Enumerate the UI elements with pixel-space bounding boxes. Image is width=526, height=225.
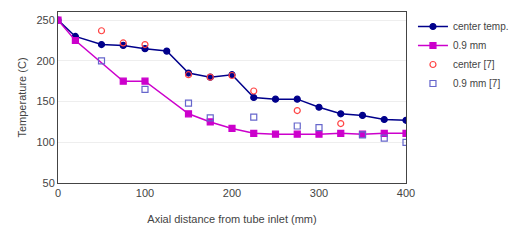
svg-text:250: 250 <box>36 14 54 26</box>
svg-text:100: 100 <box>36 136 54 148</box>
svg-text:150: 150 <box>36 95 54 107</box>
svg-text:100: 100 <box>136 187 154 199</box>
svg-text:0.9 mm: 0.9 mm <box>453 40 486 51</box>
svg-text:Axial distance from tube inlet: Axial distance from tube inlet (mm) <box>147 213 316 225</box>
svg-text:200: 200 <box>223 187 241 199</box>
svg-text:0.9 mm [7]: 0.9 mm [7] <box>453 78 500 89</box>
svg-text:400: 400 <box>397 187 415 199</box>
svg-text:center temp.: center temp. <box>453 21 509 32</box>
svg-text:Temperature (C): Temperature (C) <box>16 57 28 137</box>
svg-text:center [7]: center [7] <box>453 59 495 70</box>
svg-text:0: 0 <box>55 187 61 199</box>
svg-text:50: 50 <box>43 177 55 189</box>
svg-text:200: 200 <box>36 55 54 67</box>
svg-text:300: 300 <box>310 187 328 199</box>
